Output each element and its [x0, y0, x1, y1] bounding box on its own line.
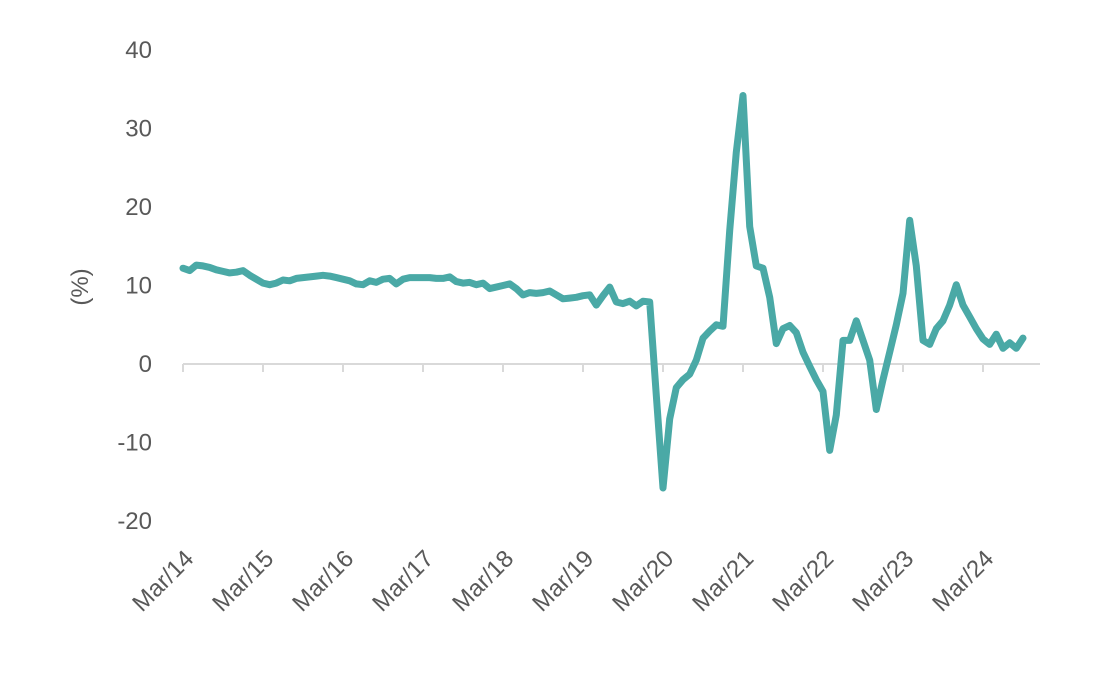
- y-tick-label: 0: [139, 351, 152, 378]
- y-tick-label: 40: [125, 37, 152, 64]
- y-tick-label: 30: [125, 116, 152, 143]
- x-tick-label: Mar/21: [687, 545, 759, 617]
- data-line: [179, 92, 1027, 492]
- y-tick-label: -20: [117, 508, 152, 535]
- x-tick-label: Mar/23: [847, 545, 919, 617]
- y-tick-label: -10: [117, 430, 152, 457]
- x-tick-label: Mar/15: [207, 545, 279, 617]
- x-tick-label: Mar/16: [287, 545, 359, 617]
- x-tick-label: Mar/22: [767, 545, 839, 617]
- x-tick-label: Mar/17: [367, 545, 439, 617]
- x-tick-label: Mar/24: [927, 545, 999, 617]
- x-tick-label: Mar/14: [127, 545, 199, 617]
- x-tick-label: Mar/18: [447, 545, 519, 617]
- y-tick-label: 20: [125, 194, 152, 221]
- x-tick-label: Mar/19: [527, 545, 599, 617]
- y-tick-label: 10: [125, 273, 152, 300]
- y-axis-label: (%): [67, 268, 94, 305]
- x-tick-label: Mar/20: [607, 545, 679, 617]
